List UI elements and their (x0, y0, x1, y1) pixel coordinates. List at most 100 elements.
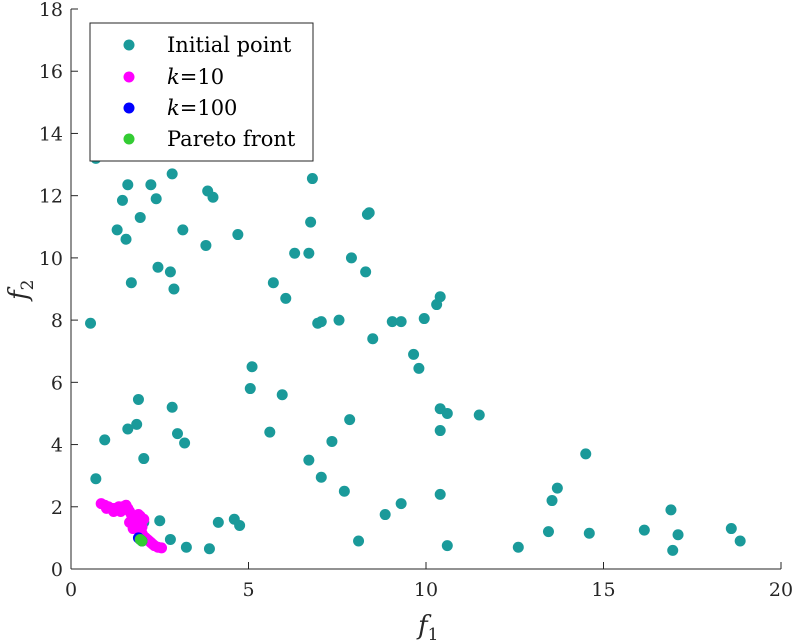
point-initial-point (232, 229, 244, 241)
point-initial-point (132, 393, 144, 405)
point-initial-point (542, 526, 554, 538)
point-initial-point (395, 498, 407, 510)
point-initial-point (244, 383, 256, 395)
legend-marker-k10 (123, 71, 135, 83)
point-initial-point (667, 544, 679, 556)
legend-label-k10: k=10 (167, 65, 224, 89)
point-initial-point (344, 414, 356, 426)
y-tick-label: 2 (51, 497, 63, 519)
x-axis-ticks: 0 5 10 15 20 (65, 562, 793, 601)
point-initial-point (180, 541, 192, 553)
y-axis-ticks: 0 2 4 6 8 10 12 14 16 18 (39, 0, 78, 581)
legend-label-initial-point: Initial point (167, 33, 292, 57)
legend-marker-initial-point (123, 39, 135, 51)
point-initial-point (289, 247, 301, 259)
y-axis-label-sub: 2 (18, 280, 38, 291)
series-initial-point (85, 152, 746, 556)
legend-label-pareto-front: Pareto front (167, 127, 296, 151)
series-pareto-front (134, 533, 148, 547)
y-tick-label: 14 (39, 123, 63, 145)
point-initial-point (122, 423, 134, 435)
point-initial-point (122, 179, 134, 191)
point-initial-point (315, 316, 327, 328)
point-initial-point (303, 247, 315, 259)
point-initial-point (177, 224, 189, 236)
point-initial-point (583, 527, 595, 539)
point-k-10 (115, 505, 127, 517)
point-initial-point (120, 233, 132, 245)
plot-area (85, 152, 746, 556)
point-initial-point (125, 277, 137, 289)
point-initial-point (665, 504, 677, 516)
y-tick-label: 12 (39, 186, 63, 208)
x-tick-label: 5 (242, 579, 254, 601)
point-initial-point (395, 316, 407, 328)
point-initial-point (172, 428, 183, 440)
x-axis-label-sub: 1 (428, 625, 439, 640)
point-initial-point (207, 191, 219, 203)
point-initial-point (434, 425, 446, 437)
point-initial-point (179, 437, 191, 449)
x-tick-label: 20 (769, 579, 793, 601)
point-initial-point (246, 361, 258, 373)
y-tick-label: 8 (51, 310, 63, 332)
point-initial-point (111, 224, 123, 236)
point-initial-point (134, 211, 146, 223)
point-initial-point (546, 495, 558, 507)
point-initial-point (434, 291, 446, 303)
point-initial-point (168, 283, 180, 295)
point-initial-point (512, 541, 524, 553)
point-initial-point (150, 193, 162, 205)
point-initial-point (145, 179, 157, 191)
point-initial-point (725, 523, 737, 535)
point-initial-point (315, 471, 327, 483)
point-initial-point (116, 194, 128, 206)
point-initial-point (434, 488, 446, 500)
point-k-10 (136, 521, 148, 533)
point-initial-point (99, 434, 111, 446)
legend-marker-pareto-front (123, 133, 135, 145)
x-tick-label: 10 (414, 579, 438, 601)
point-initial-point (200, 239, 212, 251)
point-initial-point (408, 348, 420, 360)
point-initial-point (264, 426, 276, 438)
point-initial-point (345, 252, 357, 264)
point-k-10 (132, 509, 144, 521)
point-initial-point (138, 453, 150, 465)
point-initial-point (441, 540, 453, 552)
point-initial-point (333, 314, 345, 326)
point-initial-point (441, 407, 453, 419)
point-initial-point (303, 454, 315, 466)
point-k-10 (156, 542, 168, 554)
point-initial-point (276, 389, 288, 401)
point-initial-point (166, 401, 178, 413)
x-tick-label: 15 (591, 579, 615, 601)
point-initial-point (85, 317, 97, 329)
point-initial-point (580, 448, 592, 460)
y-tick-label: 16 (39, 61, 63, 83)
point-initial-point (203, 543, 215, 555)
point-initial-point (379, 509, 391, 521)
point-initial-point (164, 533, 176, 545)
point-initial-point (212, 516, 224, 528)
point-initial-point (166, 168, 178, 180)
legend-marker-k100 (123, 102, 135, 114)
point-initial-point (734, 535, 746, 547)
y-tick-label: 4 (51, 435, 63, 457)
y-axis-label: f2 (4, 280, 38, 302)
point-initial-point (418, 313, 430, 325)
point-initial-point (338, 485, 350, 497)
point-initial-point (638, 524, 650, 536)
point-initial-point (326, 435, 338, 447)
point-initial-point (154, 515, 166, 527)
legend: Initial point k=10 k=100 Pareto front (89, 22, 314, 162)
y-tick-label: 6 (51, 372, 63, 394)
x-tick-label: 0 (65, 579, 77, 601)
point-k-10 (127, 523, 139, 535)
point-initial-point (164, 266, 176, 278)
point-initial-point (413, 362, 425, 374)
legend-label-k100: k=100 (167, 96, 237, 120)
x-axis-label: f1 (416, 611, 438, 640)
point-initial-point (131, 418, 143, 430)
